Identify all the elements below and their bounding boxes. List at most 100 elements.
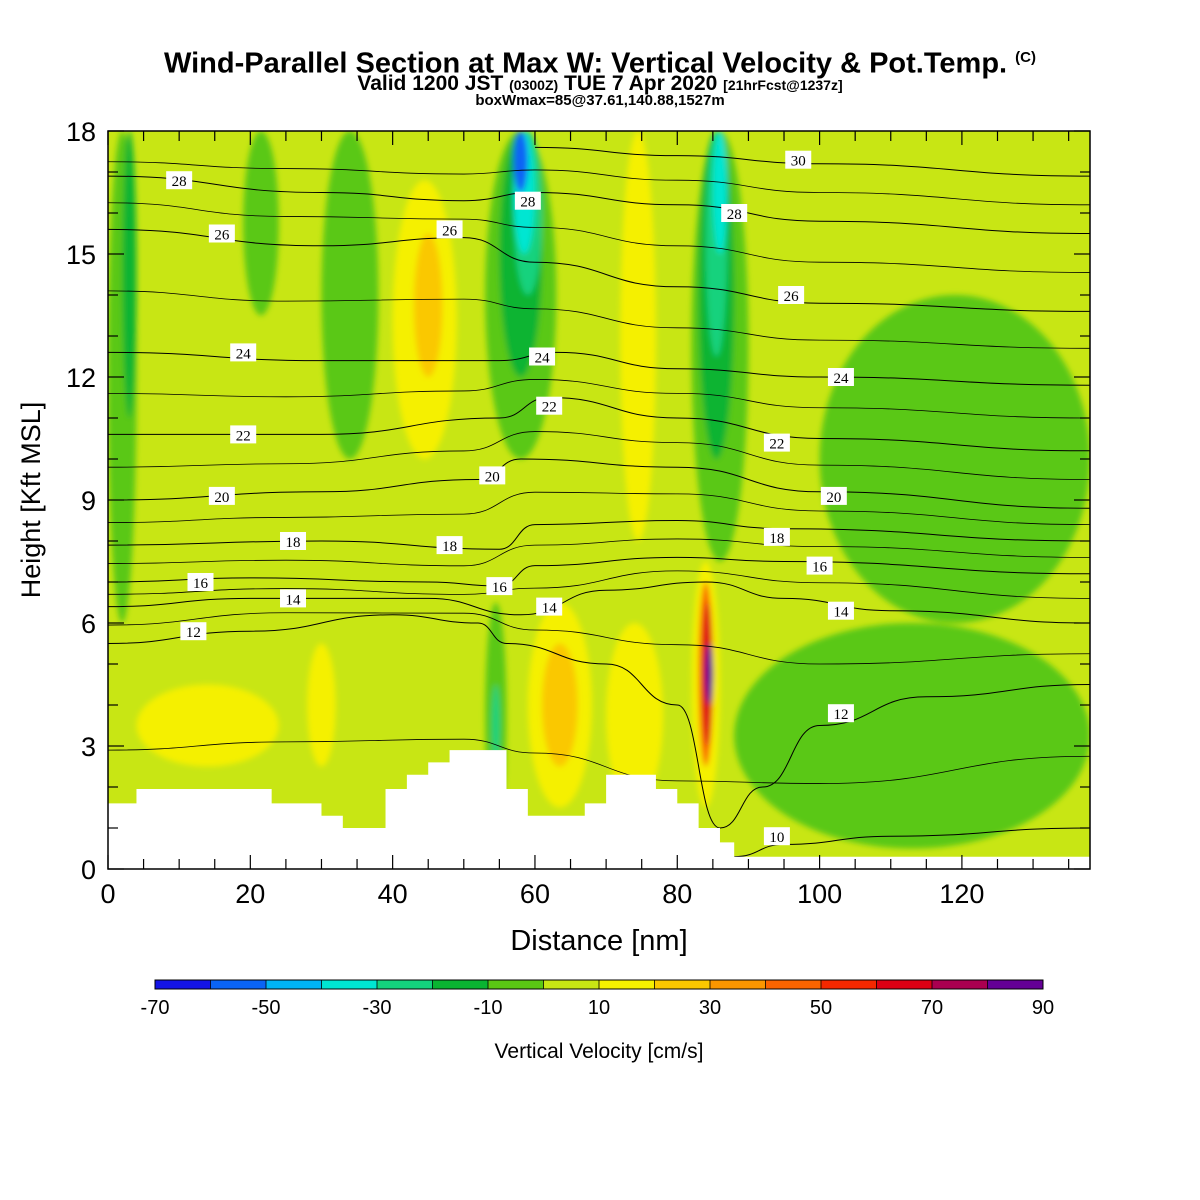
theta-contour	[108, 379, 1090, 419]
colorbar-swatch	[377, 980, 433, 989]
y-tick-label: 6	[81, 609, 96, 639]
contour-label: 12	[833, 707, 848, 723]
velocity-cell	[136, 684, 279, 767]
theta-contour	[534, 146, 1090, 177]
contour-label-box	[436, 536, 463, 555]
colorbar-swatch	[765, 980, 822, 989]
contour-label: 30	[791, 154, 806, 170]
y-tick-label: 9	[81, 486, 96, 516]
contour-label-box	[778, 286, 805, 304]
theta-contour	[734, 827, 1090, 858]
contour-label: 14	[542, 601, 558, 617]
colorbar-swatch	[599, 980, 655, 989]
colorbar-tick-label: -30	[363, 997, 392, 1019]
colorbar-swatch	[488, 980, 544, 989]
x-tick-label: 20	[235, 879, 265, 909]
colorbar-tick-label: 90	[1032, 997, 1054, 1019]
theta-contour	[108, 396, 1090, 452]
theta-contour	[108, 738, 1090, 784]
x-tick-label: 60	[520, 879, 550, 909]
colorbar-tick-label: 10	[588, 997, 610, 1019]
colorbar-swatch	[876, 980, 933, 989]
contour-label: 26	[784, 289, 800, 305]
x-tick-label: 40	[378, 879, 408, 909]
contour-label: 20	[485, 469, 500, 485]
plot-area: 10 12 12 14 14 16 16 18 18 20 20 22 22 24 24 26 26 28 28 30…	[108, 131, 1090, 869]
chart-title-text: Wind-Parallel Section at Max W: Vertical…	[163, 47, 1008, 80]
velocity-cell	[122, 131, 137, 418]
contour-label: 16	[492, 580, 508, 596]
box-info: boxWmax=85@37.61,140.88,1527m	[475, 92, 725, 109]
theta-contour	[108, 202, 1090, 273]
colorbar-swatch	[210, 980, 267, 989]
velocity-cell	[491, 684, 500, 767]
colorbar-swatch	[432, 980, 489, 989]
y-axis-label: Height [Kft MSL]	[16, 402, 46, 599]
theta-contour	[108, 431, 1090, 480]
contour-label-box	[529, 347, 556, 366]
contour-label-box	[208, 486, 235, 505]
velocity-cell	[243, 131, 279, 316]
colorbar-tick-label: 70	[921, 997, 943, 1019]
contour-label: 18	[769, 531, 784, 547]
velocity-cell	[705, 643, 714, 705]
velocity-cell	[819, 295, 1090, 623]
potential-temperature-contours	[108, 146, 1090, 858]
x-tick-label: 0	[100, 879, 115, 909]
x-axis: 0 20 40 60 80 100 120	[100, 131, 1070, 909]
contour-label: 28	[172, 174, 187, 190]
contour-label-box	[514, 191, 541, 210]
contour-label: 22	[542, 400, 557, 416]
y-tick-label: 18	[66, 117, 96, 147]
contour-label-box	[436, 220, 463, 239]
colorbar-swatch	[821, 980, 877, 989]
colorbar-tick-label: -50	[252, 997, 281, 1019]
contour-label-box	[180, 622, 207, 641]
velocity-cell	[620, 131, 656, 541]
colorbar-tick-label: 50	[810, 997, 832, 1019]
theta-contour	[108, 351, 1090, 386]
theta-contour	[108, 538, 1090, 567]
velocity-cell	[513, 131, 528, 193]
contour-label-box	[806, 556, 833, 575]
forecast-info: [21hrFcst@1237z]	[723, 77, 843, 93]
x-axis-label: Distance [nm]	[510, 925, 687, 957]
contour-label-box	[820, 486, 847, 505]
colorbar-swatch	[987, 980, 1044, 989]
contour-label: 22	[236, 428, 251, 444]
velocity-cell	[413, 233, 443, 377]
contour-label: 18	[286, 535, 301, 551]
contour-label: 28	[727, 207, 742, 223]
theta-contour	[108, 614, 1090, 829]
contour-label-box	[536, 396, 563, 415]
velocity-cell	[712, 131, 728, 254]
x-tick-label: 100	[797, 879, 842, 909]
velocity-cell	[542, 643, 578, 767]
velocity-cell	[734, 623, 1090, 849]
theta-contour	[108, 570, 1090, 599]
contour-label-box	[280, 532, 307, 550]
contour-label: 14	[286, 592, 302, 608]
contour-label: 26	[214, 228, 230, 244]
contour-labels: 10 12 12 14 14 16 16 18 18 20 20 22 22 24 24 26 26 28 28 30…	[166, 150, 854, 846]
theta-contour	[108, 161, 1090, 206]
contour-label-box	[827, 368, 854, 386]
copyright-mark: (C)	[1015, 49, 1036, 66]
contour-label-box	[536, 597, 563, 616]
colorbar-tick-label: -10	[474, 997, 503, 1019]
colorbar-swatch	[654, 980, 711, 989]
contour-label: 20	[826, 490, 841, 506]
colorbar-swatch	[155, 980, 211, 989]
contour-label-box	[763, 827, 790, 846]
contour-label: 24	[833, 371, 849, 387]
theta-contour	[108, 491, 1090, 525]
contour-label: 10	[769, 830, 784, 846]
colorbar-swatch	[710, 980, 766, 989]
theta-contour	[108, 612, 1090, 665]
valid-time: Valid 1200 JST	[357, 72, 504, 95]
contour-label: 16	[812, 560, 828, 576]
contour-label-box	[208, 224, 235, 243]
y-tick-label: 3	[81, 732, 96, 762]
contour-label: 20	[214, 490, 229, 506]
